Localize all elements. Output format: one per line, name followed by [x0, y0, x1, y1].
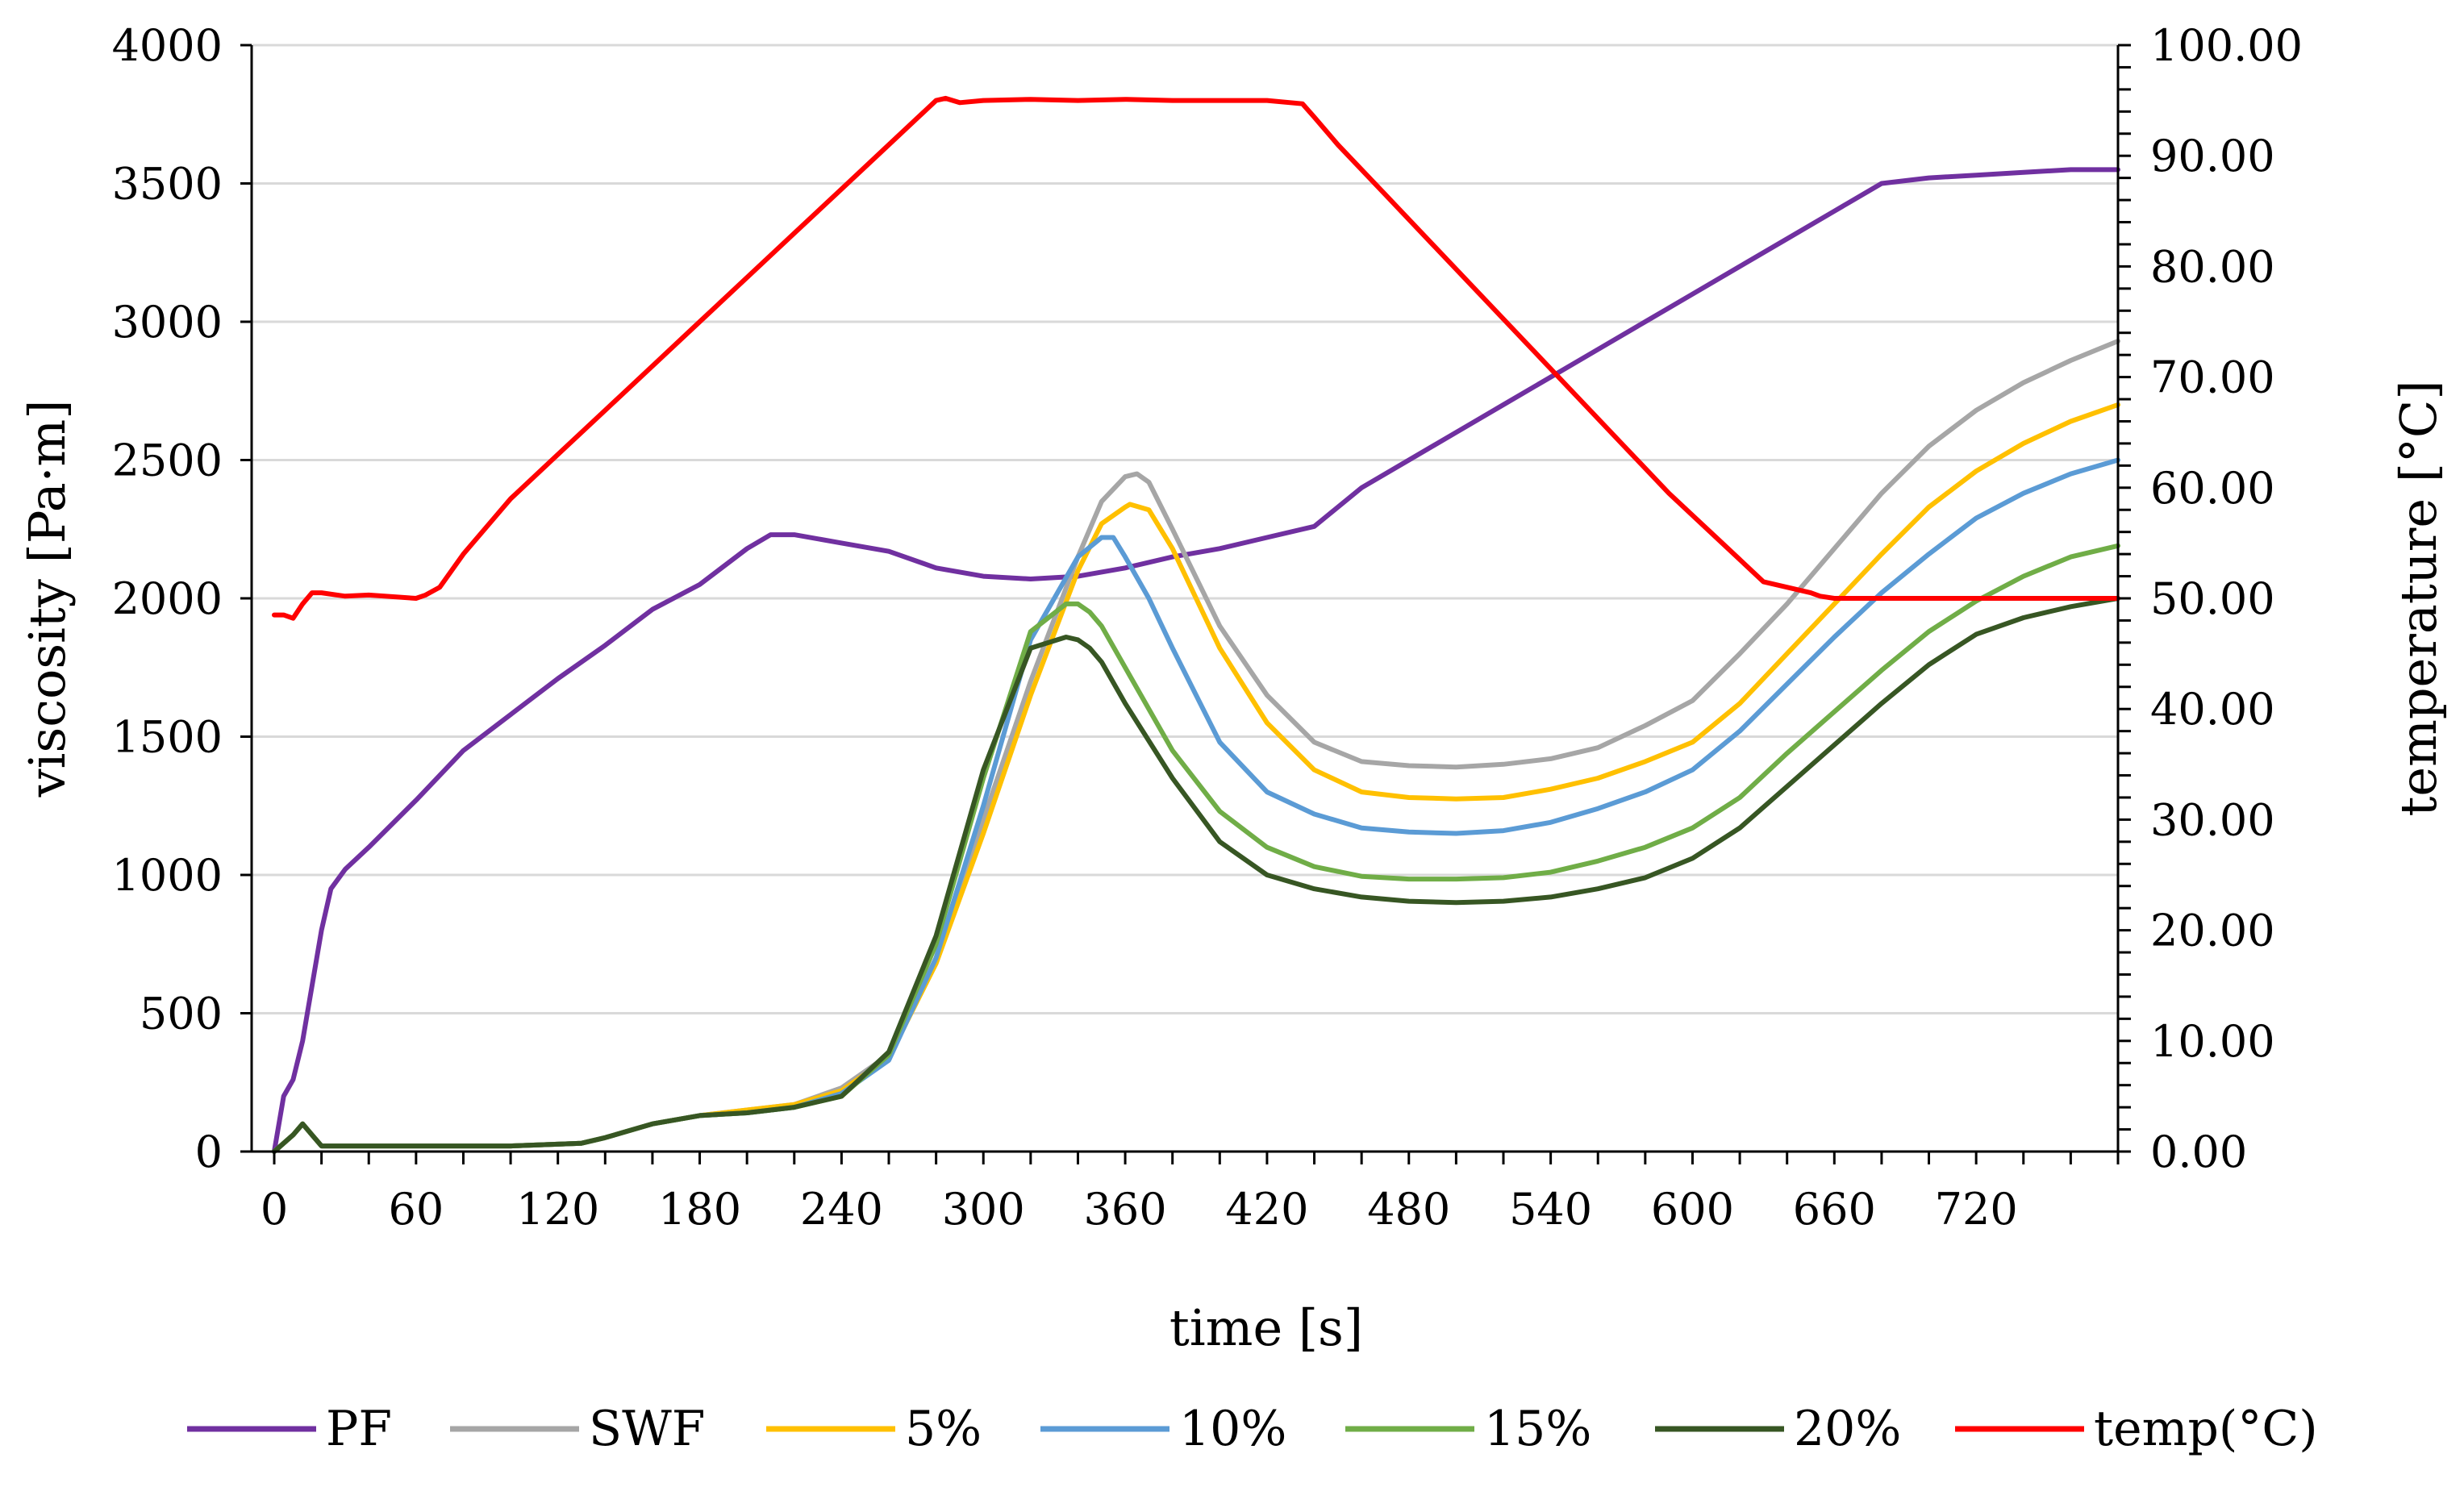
x-tick-label-4: 240 — [800, 1184, 883, 1235]
y-axis-title: viscosity [Pa·m] — [18, 400, 77, 798]
x-tick-label-5: 300 — [942, 1184, 1025, 1235]
legend-label-4: 15% — [1484, 1401, 1591, 1457]
y2-tick-label-0: 0.00 — [2150, 1127, 2247, 1177]
x-axis-title: time [s] — [1169, 1298, 1363, 1357]
y-tick-label-1: 500 — [140, 989, 223, 1039]
grid-lines — [252, 44, 2118, 1014]
x-tick-label-0: 0 — [261, 1184, 288, 1235]
x-tick-label-1: 60 — [388, 1184, 444, 1235]
series-line-0 — [272, 167, 2120, 1154]
legend-label-1: SWF — [589, 1401, 705, 1457]
axes — [240, 44, 2131, 1164]
y2-tick-label-5: 50.00 — [2150, 573, 2275, 624]
y2-tick-label-7: 70.00 — [2150, 352, 2275, 403]
series-line-5 — [272, 596, 2120, 1154]
y2-tick-label-4: 40.00 — [2150, 684, 2275, 735]
x-tick-label-7: 420 — [1225, 1184, 1308, 1235]
y2-tick-label-8: 80.00 — [2150, 241, 2275, 292]
series-lines — [272, 95, 2120, 1154]
y2-tick-label-1: 10.00 — [2150, 1016, 2275, 1067]
y2-axis-title: temperature [°C] — [2389, 380, 2448, 816]
legend-label-2: 5% — [905, 1401, 982, 1457]
legend-label-3: 10% — [1179, 1401, 1286, 1457]
y-tick-label-4: 2000 — [112, 573, 223, 624]
y-tick-label-2: 1000 — [112, 850, 223, 901]
x-tick-label-11: 660 — [1793, 1184, 1876, 1235]
y2-tick-label-3: 30.00 — [2150, 794, 2275, 845]
legend-label-5: 20% — [1794, 1401, 1901, 1457]
series-line-6 — [272, 95, 2120, 621]
tick-labels: 050010001500200025003000350040000.0010.0… — [112, 20, 2303, 1235]
legend-label-6: temp(°C) — [2094, 1401, 2318, 1457]
x-tick-label-3: 180 — [658, 1184, 741, 1235]
x-tick-label-12: 720 — [1935, 1184, 2018, 1235]
y-tick-label-5: 2500 — [112, 435, 223, 486]
y2-tick-label-9: 90.00 — [2150, 131, 2275, 181]
y-tick-label-7: 3500 — [112, 159, 223, 210]
legend: PF SWF 5% 10% 15% 20% temp(°C) — [187, 1401, 2318, 1457]
y-tick-label-8: 4000 — [112, 20, 223, 71]
x-tick-label-9: 540 — [1509, 1184, 1592, 1235]
x-tick-label-10: 600 — [1651, 1184, 1734, 1235]
y2-tick-label-6: 60.00 — [2150, 463, 2275, 514]
y-tick-label-6: 3000 — [112, 297, 223, 348]
x-tick-label-8: 480 — [1367, 1184, 1450, 1235]
y-tick-label-3: 1500 — [112, 712, 223, 763]
y2-tick-label-2: 20.00 — [2150, 906, 2275, 956]
x-tick-label-2: 120 — [516, 1184, 599, 1235]
legend-label-0: PF — [326, 1401, 392, 1457]
y-tick-label-0: 0 — [195, 1127, 223, 1177]
y2-tick-label-10: 100.00 — [2150, 20, 2303, 71]
x-tick-label-6: 360 — [1084, 1184, 1167, 1235]
